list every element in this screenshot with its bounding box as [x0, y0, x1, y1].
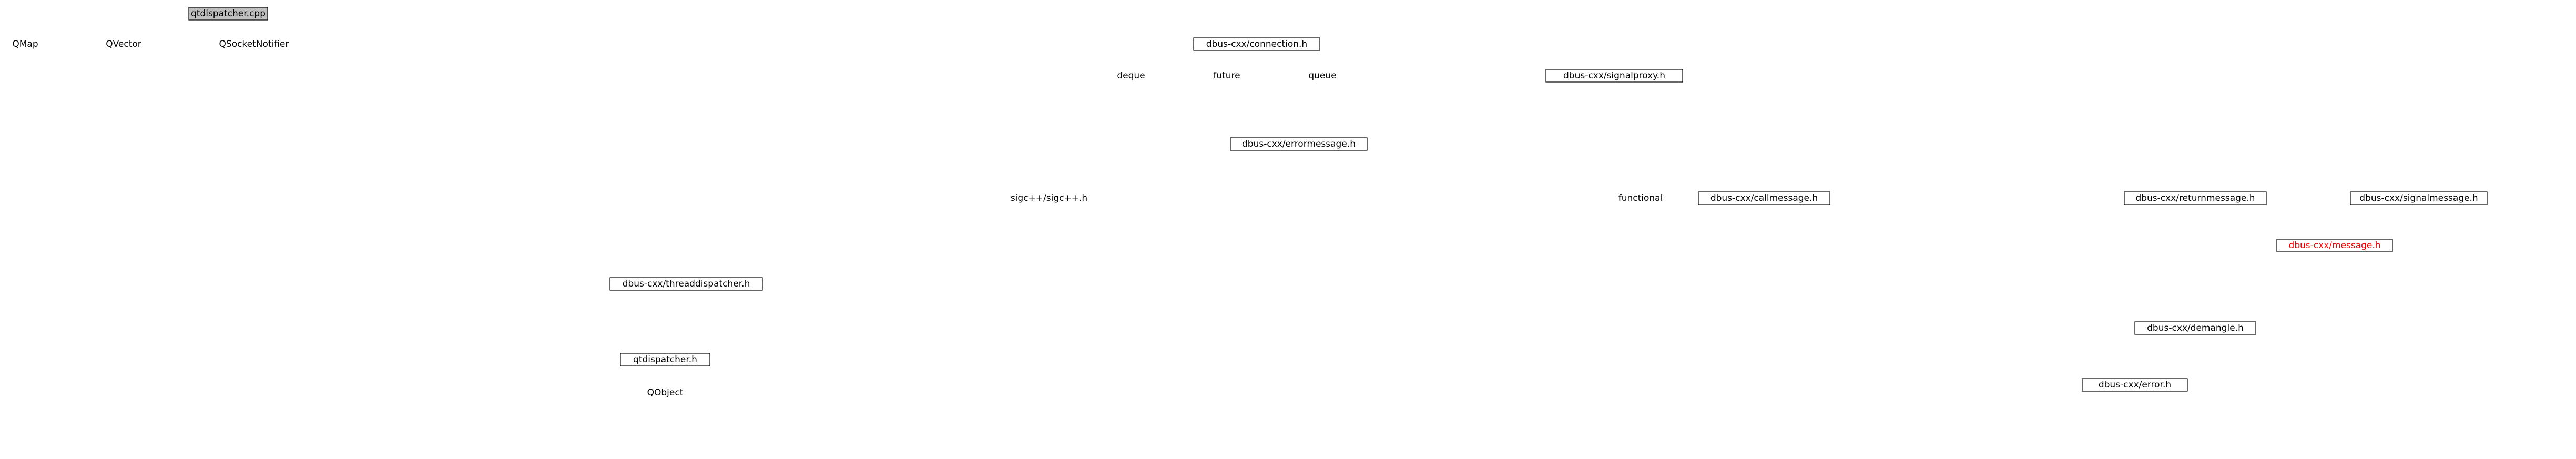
svg-text:dbus-cxx/signalmessage.h: dbus-cxx/signalmessage.h — [2359, 193, 2478, 203]
node-sigc: sigc++/sigc++.h — [1004, 192, 1094, 205]
node-message-h[interactable]: dbus-cxx/message.h — [2276, 239, 2393, 252]
node-threaddispatcher-h[interactable]: dbus-cxx/threaddispatcher.h — [609, 277, 763, 291]
svg-text:queue: queue — [1308, 70, 1336, 81]
node-qtdispatcher-cpp[interactable]: qtdispatcher.cpp — [188, 7, 268, 21]
svg-text:QVector: QVector — [106, 39, 141, 49]
svg-text:qtdispatcher.cpp: qtdispatcher.cpp — [191, 8, 266, 19]
svg-text:sigc++/sigc++.h: sigc++/sigc++.h — [1011, 193, 1087, 203]
svg-text:QSocketNotifier: QSocketNotifier — [219, 39, 289, 49]
node-demangle-h[interactable]: dbus-cxx/demangle.h — [2134, 321, 2256, 335]
node-qobject: QObject — [642, 386, 689, 399]
node-qtdispatcher-h[interactable]: qtdispatcher.h — [620, 353, 710, 366]
svg-text:qtdispatcher.h: qtdispatcher.h — [633, 354, 697, 365]
svg-text:deque: deque — [1117, 70, 1145, 81]
node-returnmessage-h[interactable]: dbus-cxx/returnmessage.h — [2124, 191, 2267, 205]
node-functional: functional — [1614, 192, 1667, 205]
svg-text:dbus-cxx/connection.h: dbus-cxx/connection.h — [1206, 39, 1307, 49]
svg-text:dbus-cxx/callmessage.h: dbus-cxx/callmessage.h — [1710, 193, 1818, 203]
node-connection-h[interactable]: dbus-cxx/connection.h — [1193, 37, 1320, 51]
svg-text:functional: functional — [1618, 193, 1663, 203]
node-callmessage-h[interactable]: dbus-cxx/callmessage.h — [1698, 191, 1830, 205]
svg-text:dbus-cxx/returnmessage.h: dbus-cxx/returnmessage.h — [2135, 193, 2255, 203]
node-deque: deque — [1113, 69, 1149, 82]
node-future: future — [1208, 69, 1245, 82]
node-qmap: QMap — [9, 38, 41, 50]
svg-text:dbus-cxx/error.h: dbus-cxx/error.h — [2099, 380, 2171, 390]
node-signalproxy-h[interactable]: dbus-cxx/signalproxy.h — [1545, 69, 1683, 83]
svg-text:QObject: QObject — [647, 387, 684, 398]
svg-text:dbus-cxx/threaddispatcher.h: dbus-cxx/threaddispatcher.h — [623, 279, 750, 289]
node-error-h[interactable]: dbus-cxx/error.h — [2082, 378, 2188, 392]
svg-text:future: future — [1213, 70, 1240, 81]
node-qsocketnotifier: QSocketNotifier — [201, 38, 307, 50]
svg-text:dbus-cxx/signalproxy.h: dbus-cxx/signalproxy.h — [1563, 70, 1665, 81]
svg-text:QMap: QMap — [12, 39, 38, 49]
node-queue: queue — [1304, 69, 1341, 82]
svg-text:dbus-cxx/demangle.h: dbus-cxx/demangle.h — [2147, 323, 2244, 333]
svg-text:dbus-cxx/message.h: dbus-cxx/message.h — [2288, 240, 2380, 251]
node-qvector: QVector — [99, 38, 149, 50]
node-signalmessage-h[interactable]: dbus-cxx/signalmessage.h — [2350, 191, 2488, 205]
svg-text:dbus-cxx/errormessage.h: dbus-cxx/errormessage.h — [1242, 139, 1356, 149]
node-errormessage-h[interactable]: dbus-cxx/errormessage.h — [1230, 137, 1368, 151]
